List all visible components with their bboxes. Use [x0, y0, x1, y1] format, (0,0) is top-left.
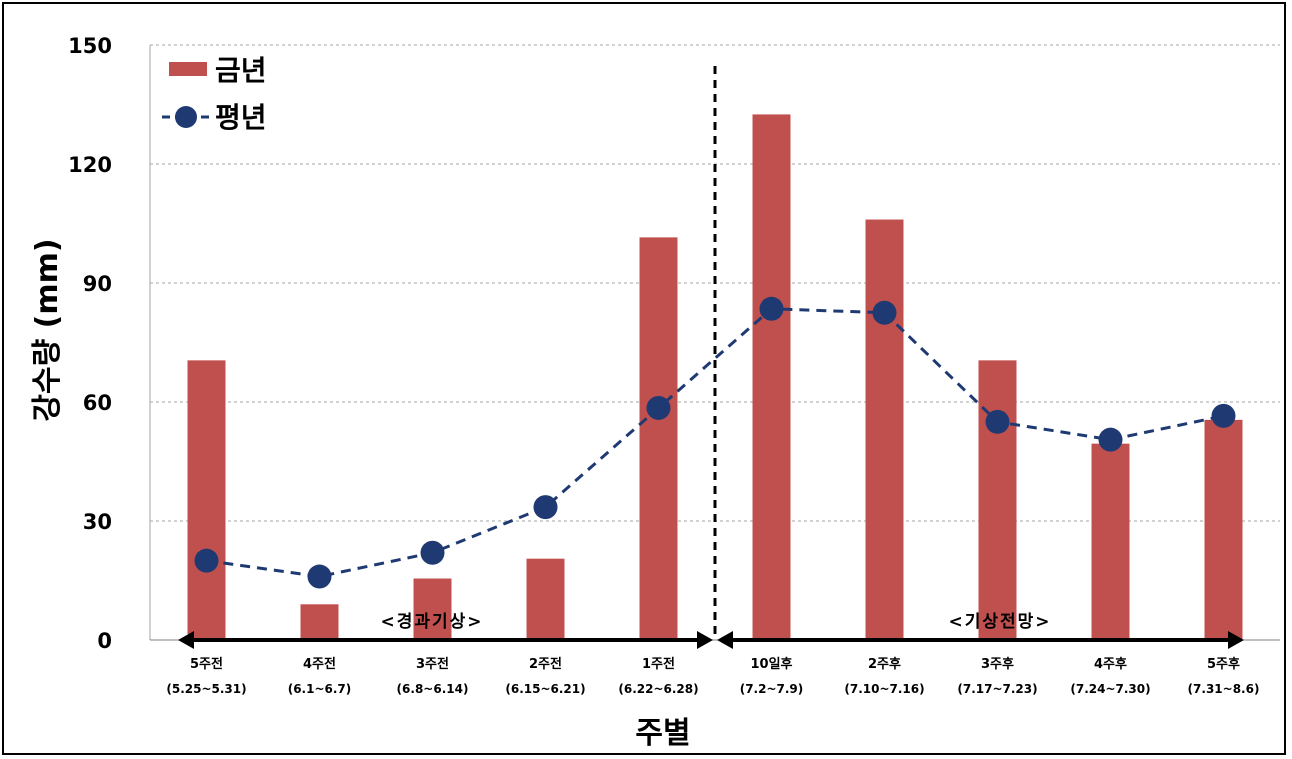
line-point: [194, 548, 219, 573]
line-point: [307, 564, 332, 589]
period-label-forecast: <기상전망>: [948, 612, 1051, 632]
y-tick-label: 150: [68, 34, 112, 58]
bar: [1204, 419, 1243, 640]
x-category-label: 3주전: [416, 656, 449, 672]
x-category-label: 4주전: [303, 656, 336, 672]
bar: [639, 237, 678, 640]
y-tick-label: 30: [83, 510, 112, 534]
x-category-label: 5주전: [190, 656, 223, 672]
line-point: [872, 300, 897, 325]
legend-bar-swatch: [169, 62, 207, 76]
line-path: [206, 307, 1224, 579]
bar: [413, 578, 452, 640]
line-point: [420, 540, 445, 565]
legend-label: 평년: [215, 101, 267, 134]
x-date-label: (7.17~7.23): [957, 682, 1037, 696]
x-date-label: (7.2~7.9): [740, 682, 804, 696]
forecast-arrow-head-left: [717, 631, 733, 649]
x-date-label: (5.25~5.31): [166, 682, 246, 696]
x-category-label: 5주후: [1207, 656, 1240, 672]
past-arrow-head-left: [178, 631, 194, 649]
x-date-label: (6.15~6.21): [505, 682, 585, 696]
x-category-label: 2주전: [529, 656, 562, 672]
x-category-label: 3주후: [981, 656, 1014, 672]
y-tick-label: 120: [68, 153, 112, 177]
bar: [865, 219, 904, 641]
x-date-label: (7.10~7.16): [844, 682, 924, 696]
x-date-label: (6.8~6.14): [397, 682, 469, 696]
line-point: [759, 296, 784, 321]
line-point: [1098, 427, 1123, 452]
bar: [752, 114, 791, 640]
y-tick-label: 0: [97, 629, 112, 653]
period-label-past: <경과기상>: [380, 612, 483, 632]
bar: [300, 604, 339, 640]
past-arrow-head-right: [697, 631, 713, 649]
legend-label: 금년: [215, 54, 267, 87]
period-arrows: <경과기상> <기상전망>: [178, 612, 1244, 649]
bar: [526, 558, 565, 640]
x-tick-labels: 5주전 (5.25~5.31) 4주전 (6.1~6.7) 3주전 (6.8~6.14) 2…: [166, 656, 1259, 696]
bar: [1091, 443, 1130, 640]
x-category-label: 2주후: [868, 656, 901, 672]
y-axis-title: 강수량 (mm): [30, 238, 65, 421]
legend-line-marker: [175, 106, 197, 128]
y-tick-label: 60: [83, 391, 112, 415]
line-point: [646, 395, 671, 420]
line-point: [1211, 403, 1236, 428]
forecast-arrow-head-right: [1228, 631, 1244, 649]
x-date-label: (7.24~7.30): [1070, 682, 1150, 696]
x-category-label: 1주전: [642, 656, 675, 672]
line-point: [985, 409, 1010, 434]
bar: [187, 360, 226, 640]
x-date-label: (6.1~6.7): [288, 682, 352, 696]
x-category-label: 4주후: [1094, 656, 1127, 672]
bar: [978, 360, 1017, 640]
x-date-label: (7.31~8.6): [1188, 682, 1260, 696]
y-tick-label: 90: [83, 272, 112, 296]
line-series: [194, 296, 1236, 589]
x-date-label: (6.22~6.28): [618, 682, 698, 696]
x-axis-title: 주별: [635, 716, 690, 751]
y-tick-labels: 0 30 60 90 120 150: [68, 34, 112, 653]
bar-series: [187, 114, 1243, 641]
line-point: [533, 495, 558, 520]
x-category-label: 10일후: [750, 656, 792, 672]
